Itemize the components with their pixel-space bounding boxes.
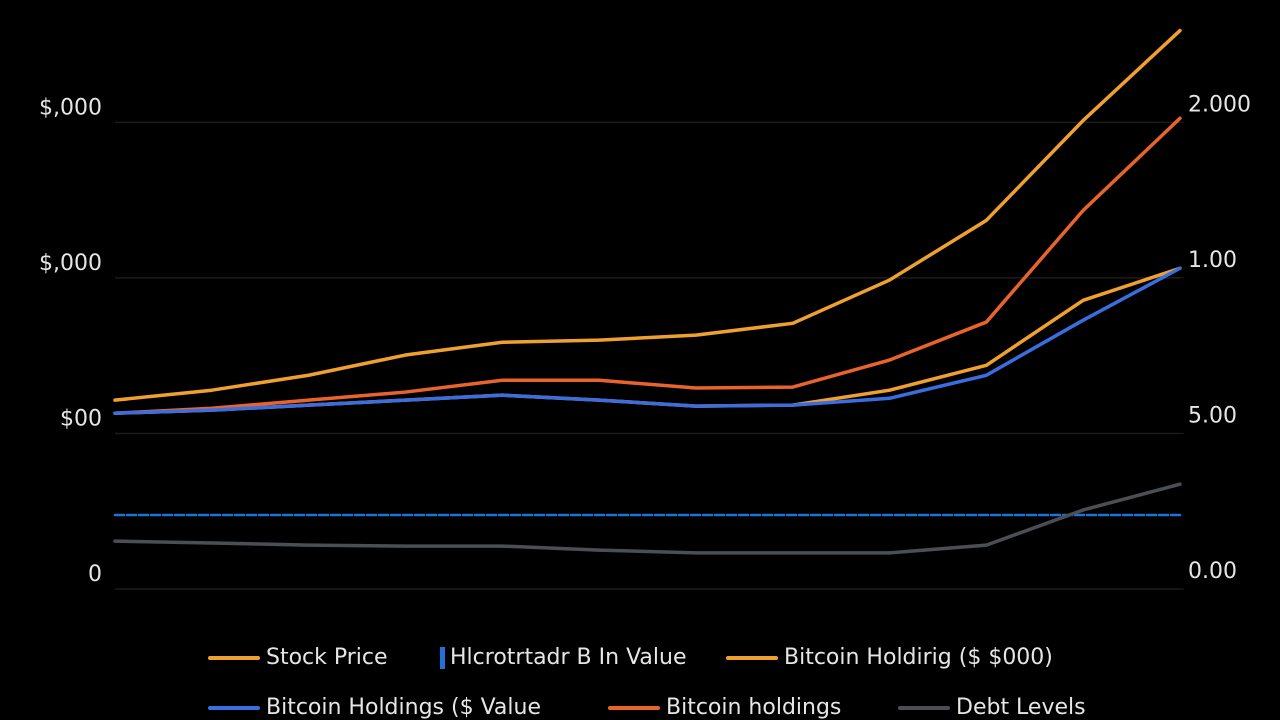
y2-tick-label: 2.000 xyxy=(1188,92,1251,117)
y-tick-label: $,000 xyxy=(39,95,102,120)
y2-tick-label: 5.00 xyxy=(1188,403,1237,428)
legend-swatch xyxy=(440,647,445,669)
legend-label: Bitcoin holdings xyxy=(666,695,841,720)
y-tick-label: 0 xyxy=(88,562,102,587)
y2-tick-label: 1.00 xyxy=(1188,248,1237,273)
series-line xyxy=(113,28,1182,402)
series-line xyxy=(113,482,1182,555)
legend-label: Bitcoin Holdings ($ Value xyxy=(266,695,541,720)
y2-tick-label: 0.00 xyxy=(1188,559,1237,584)
y-tick-label: $00 xyxy=(60,406,102,431)
legend-label: Stock Price xyxy=(266,645,388,670)
y-tick-label: $,000 xyxy=(39,251,102,276)
legend-label: Debt Levels xyxy=(956,695,1086,720)
legend-label: Hlcrotrtadr B In Value xyxy=(450,645,686,670)
series-line xyxy=(113,266,1182,415)
series-line xyxy=(113,116,1182,415)
legend-label: Bitcoin Holdirig ($ $000) xyxy=(784,645,1053,670)
